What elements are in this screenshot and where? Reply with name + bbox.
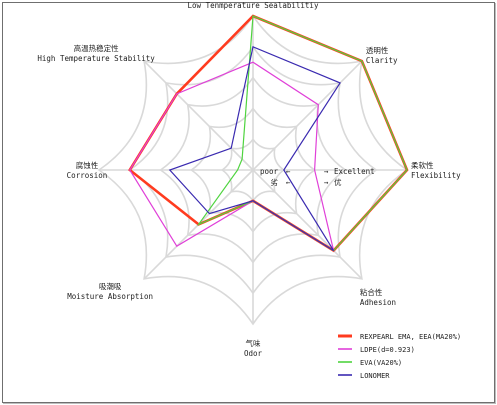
axis-label-en-2: Clarity	[366, 56, 398, 65]
excellent-arrow-1: →	[324, 167, 329, 176]
grid-spoke-2	[252, 60, 363, 171]
poor-zh-label: 劣	[271, 177, 279, 187]
excellent-arrow-2: →	[324, 178, 329, 187]
legend-label-2: LDPE(d=0.923)	[360, 346, 415, 354]
axis-label-en-4: Adhesion	[360, 298, 396, 307]
radar-grid	[97, 15, 409, 326]
axis-label-en-7: Corrosion	[67, 171, 108, 180]
axis-label-zh-4: 粘合性	[360, 287, 383, 297]
axis-label-zh-3: 柔软性	[411, 160, 434, 170]
axis-labels: 低温热封性Low Tenmperature Sealabilitiy透明性Cla…	[37, 1, 461, 358]
axis-label-zh-6: 吸潮吸	[99, 281, 122, 291]
poor-arrow-2: ←	[286, 178, 291, 187]
excellent-zh-label: 优	[334, 177, 342, 187]
legend: REXPEARL EMA, EEA(MA20%) LDPE(d=0.923) EVA…	[338, 333, 461, 380]
axis-label-en-1: Low Tenmperature Sealabilitiy	[188, 1, 319, 10]
legend-label-1: REXPEARL EMA, EEA(MA20%)	[360, 333, 461, 341]
axis-label-zh-7: 腐蚀性	[76, 160, 99, 170]
radar-series	[128, 14, 409, 253]
legend-label-4: LONOMER	[360, 372, 390, 380]
axis-label-en-6: Moisture Absorption	[67, 292, 153, 301]
poor-arrow-1: ←	[286, 167, 291, 176]
poor-en-label: poor	[260, 167, 279, 176]
axis-label-en-3: Flexibility	[411, 171, 461, 180]
axis-label-zh-8: 高温热稳定性	[74, 43, 119, 53]
scale-annotation: poor ← 劣 ← → Excellent → 优	[260, 167, 375, 187]
axis-label-en-8: High Temperature Stability	[37, 54, 155, 63]
series-line-4	[168, 45, 341, 252]
axis-label-zh-5: 气味	[246, 338, 261, 348]
axis-label-en-5: Odor	[244, 349, 263, 358]
axis-label-zh-2: 透明性	[366, 45, 389, 55]
grid-spoke-4	[252, 169, 363, 280]
legend-label-3: EVA(VA20%)	[360, 359, 402, 367]
grid-spoke-8	[143, 60, 254, 171]
excellent-en-label: Excellent	[334, 167, 375, 176]
